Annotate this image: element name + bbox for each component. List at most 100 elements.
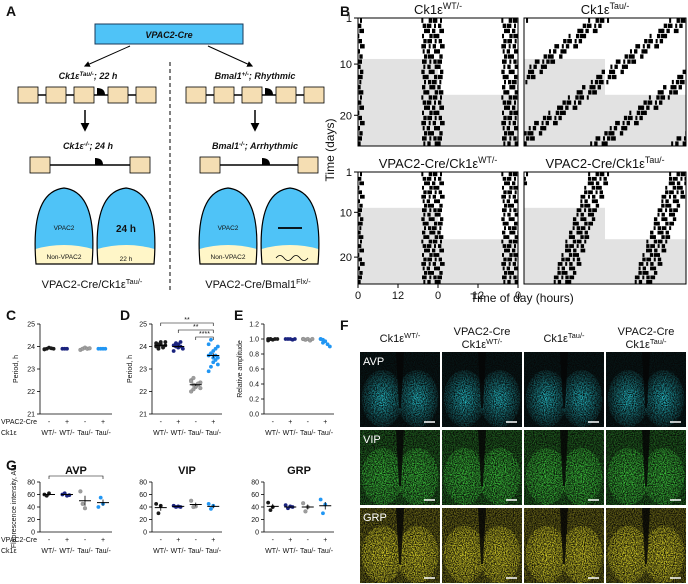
result-label: Ck1ε-/-; 24 h — [63, 141, 114, 152]
x-category-label: - — [272, 419, 275, 426]
activity — [359, 28, 364, 34]
activity — [504, 203, 508, 208]
activity — [567, 95, 570, 100]
activity — [580, 33, 585, 39]
y-tick-label: 20 — [340, 252, 352, 264]
activity — [557, 262, 563, 266]
activity — [557, 271, 561, 275]
activity — [662, 28, 665, 34]
activity — [512, 28, 516, 34]
activity — [642, 257, 646, 262]
activity — [653, 226, 656, 231]
activity — [422, 136, 427, 141]
activity — [427, 64, 431, 69]
activity — [434, 90, 438, 95]
result-label-part: ; Arrhythmic — [245, 141, 298, 151]
y-tick-label: 40 — [139, 505, 147, 512]
activity — [657, 262, 663, 266]
activity — [669, 90, 673, 95]
activity — [544, 126, 547, 131]
column-title-part: Ck1ε — [543, 333, 568, 345]
data-point — [301, 501, 306, 506]
activity — [607, 172, 610, 177]
activity — [584, 221, 588, 226]
activity — [661, 194, 667, 199]
activity — [669, 18, 672, 23]
activity — [358, 49, 360, 54]
activity — [506, 74, 509, 80]
caption: VPAC2-Cre/Ck1εTau/- — [42, 277, 143, 292]
activity — [360, 239, 362, 244]
activity — [508, 69, 514, 75]
activity — [624, 54, 628, 59]
activity — [665, 199, 669, 204]
activity — [438, 126, 440, 131]
activity — [643, 100, 647, 105]
activity — [514, 266, 518, 271]
activity — [576, 239, 582, 244]
y-tick-label: 0 — [143, 530, 147, 537]
non-vpac2-region — [97, 245, 155, 264]
activity — [584, 217, 587, 222]
activity — [683, 136, 686, 141]
activity — [424, 181, 429, 186]
activity — [423, 235, 428, 239]
scn-lobe-signal — [525, 370, 568, 427]
data-point — [87, 346, 92, 351]
activity — [508, 181, 510, 186]
activity — [669, 172, 672, 177]
activity — [433, 136, 437, 141]
activity — [439, 226, 442, 231]
activity — [555, 110, 560, 116]
activity — [434, 115, 437, 121]
activity — [661, 33, 666, 39]
activity — [588, 190, 593, 195]
activity — [438, 199, 440, 204]
y-tick-label: 10 — [340, 59, 352, 71]
activity — [672, 181, 675, 186]
column-title-part: Tau/- — [568, 331, 585, 340]
data-point — [275, 337, 280, 341]
y-tick-label: 23 — [27, 367, 35, 374]
activity — [569, 248, 572, 253]
activity — [428, 194, 431, 199]
activity — [424, 28, 429, 34]
activity — [653, 257, 656, 262]
activity — [438, 212, 441, 217]
x-category-label: Tau/- — [188, 548, 204, 555]
scn-lobe — [35, 188, 93, 264]
activity — [644, 38, 648, 44]
activity — [421, 18, 424, 23]
activity — [675, 79, 680, 85]
row-label: VPAC2-Cre — [1, 537, 37, 544]
activity — [509, 208, 512, 213]
x-tick-label: 12 — [392, 290, 404, 302]
activity — [428, 271, 433, 275]
x-category-label: WT/- — [265, 548, 281, 555]
activity — [565, 105, 569, 110]
x-category-label: Tau/- — [95, 548, 111, 555]
activity — [650, 262, 654, 266]
y-tick-label: 22 — [139, 389, 147, 396]
activity — [615, 59, 621, 64]
activity — [572, 257, 575, 262]
activity — [588, 18, 591, 23]
activity — [423, 257, 427, 262]
exon — [129, 156, 151, 174]
activity — [509, 33, 513, 39]
scn-lobe-signal — [478, 448, 521, 505]
activity — [428, 203, 433, 208]
activity — [434, 49, 439, 54]
activity — [682, 141, 686, 146]
x-axis-title: Time of day (hours) — [470, 291, 574, 305]
column-title-part: WT/- — [404, 331, 421, 340]
activity — [502, 185, 504, 190]
activity — [438, 235, 444, 239]
cross-label-part: Bmal1 — [215, 71, 242, 81]
activity — [512, 105, 516, 110]
activity — [619, 131, 624, 136]
panel-label: F — [340, 317, 349, 333]
result-label: Bmal1-/-; Arrhythmic — [212, 141, 298, 152]
activity — [639, 115, 643, 121]
activity — [422, 230, 426, 235]
